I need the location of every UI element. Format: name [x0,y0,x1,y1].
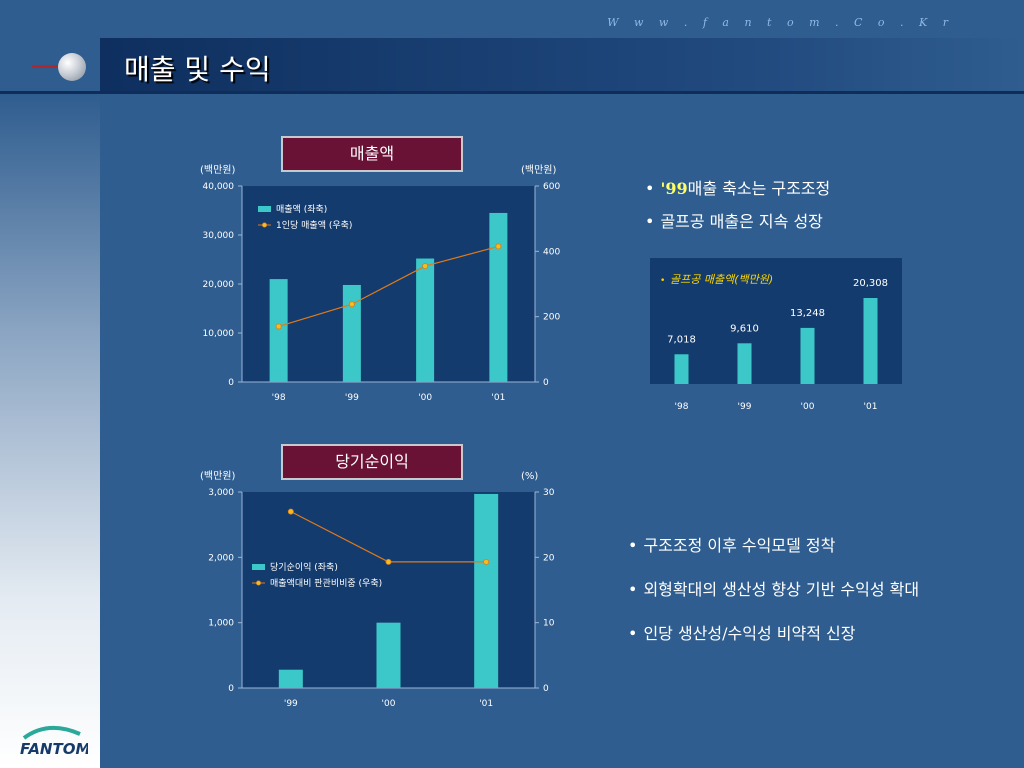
left-axis-unit: (백만원) [200,164,236,176]
right-tick-label: 30 [543,488,555,498]
legend-line-marker [256,580,262,586]
left-tick-label: 40,000 [203,182,235,192]
line-point [483,558,490,565]
legend-line-marker [262,222,268,228]
bar [342,284,361,382]
right-tick-label: 10 [543,619,555,629]
golf-ball-icon [58,53,86,81]
bar [800,327,815,384]
bullet-text: 구조조정 이후 수익모델 정착 [643,536,836,555]
legend-line-label: 매출액대비 판관비비중 (우축) [270,577,382,589]
chart2-title-box: 당기순이익 [281,444,463,480]
x-tick-label: '01 [479,699,493,709]
x-tick-label: '01 [491,393,505,403]
line-point [348,301,355,308]
legend-bar-swatch [258,206,271,212]
x-tick-label: '98 [272,393,286,403]
data-label: 7,018 [667,334,696,345]
legend-label: 골프공 매출액(백만원) [670,273,773,286]
bar [376,622,401,688]
line-point [287,508,294,515]
header-bar [100,38,1024,92]
line-point [385,558,392,565]
plot-area [242,186,535,382]
bar [269,279,288,382]
left-tick-label: 1,000 [208,619,234,629]
left-tick-label: 0 [228,684,234,694]
legend-bar-label: 당기순이익 (좌축) [270,561,338,573]
plot-area [650,258,902,384]
left-tick-label: 0 [228,378,234,388]
page-title: 매출 및 수익 [124,53,271,86]
data-label: 13,248 [790,308,825,319]
bullet-text: 골프공 매출은 지속 성장 [660,212,823,231]
bullet-bottom-2: • 외형확대의 생산성 향상 기반 수익성 확대 [628,580,920,599]
x-tick-label: '00 [418,393,432,403]
bullet-bottom-1: • 구조조정 이후 수익모델 정착 [628,536,836,555]
left-axis-unit: (백만원) [200,470,236,482]
legend-bar-swatch [252,564,265,570]
right-tick-label: 0 [543,378,549,388]
bar [674,354,689,384]
legend-bar-label: 매출액 (좌축) [276,203,327,215]
pin-line-icon [32,65,68,68]
bar [278,669,303,688]
x-tick-label: '00 [382,699,396,709]
sidebar-gradient [0,95,100,768]
line-point [495,243,502,250]
x-tick-label: '98 [675,402,689,412]
line-point [275,323,282,330]
left-tick-label: 30,000 [203,231,235,241]
left-tick-label: 3,000 [208,488,234,498]
revenue-chart: (백만원) (백만원) 0 10,000 20,000 30,000 40,000 0 200 4… [200,164,560,403]
right-tick-label: 200 [543,313,560,323]
bar [863,298,878,384]
legend-line-label: 1인당 매출액 (우축) [276,219,352,231]
bar [489,212,508,382]
bullet-bottom-3: • 인당 생산성/수익성 비약적 신장 [628,624,856,643]
series-line [278,245,499,328]
bullet-top-2: • 골프공 매출은 지속 성장 [645,212,823,231]
right-axis-unit: (백만원) [521,164,557,176]
x-tick-label: '01 [864,402,878,412]
golf-ball-sales-chart: • 골프공 매출액(백만원) 7,018 '98 9,610 '99 13,248 '00 20… [650,258,902,412]
x-tick-label: '99 [284,699,298,709]
fantom-logo: FANTOM [20,726,88,758]
x-tick-label: '00 [801,402,815,412]
bar [737,343,752,384]
website-url: W w w . f a n t o m . C o . K r [607,16,954,29]
left-tick-label: 10,000 [203,329,235,339]
bullet-text: 외형확대의 생산성 향상 기반 수익성 확대 [643,580,920,599]
chart1-title-box: 매출액 [281,136,463,172]
header-divider [0,91,1024,94]
line-point [422,263,429,270]
right-axis-unit: (%) [521,471,538,482]
data-label: 20,308 [853,278,888,289]
bar [416,258,435,382]
right-tick-label: 20 [543,553,555,563]
bullet-text: 매출 축소는 구조조정 [687,179,831,198]
net-income-chart: (백만원) (%) 0 1,000 2,000 3,000 0 10 20 30 '99 '00 '01… [200,470,555,709]
legend-dot: • [660,276,665,286]
bullet-prefix: '99 [660,179,688,198]
left-tick-label: 20,000 [203,280,235,290]
data-label: 9,610 [730,323,759,334]
x-tick-label: '99 [738,402,752,412]
x-tick-label: '99 [345,393,359,403]
bullet-text: 인당 생산성/수익성 비약적 신장 [643,624,856,643]
bar [474,493,499,688]
bullet-top-1: • '99매출 축소는 구조조정 [645,179,831,198]
right-tick-label: 600 [543,182,560,192]
right-tick-label: 0 [543,684,549,694]
fantom-logo-text: FANTOM [20,740,88,758]
left-tick-label: 2,000 [208,553,234,563]
right-tick-label: 400 [543,247,560,257]
